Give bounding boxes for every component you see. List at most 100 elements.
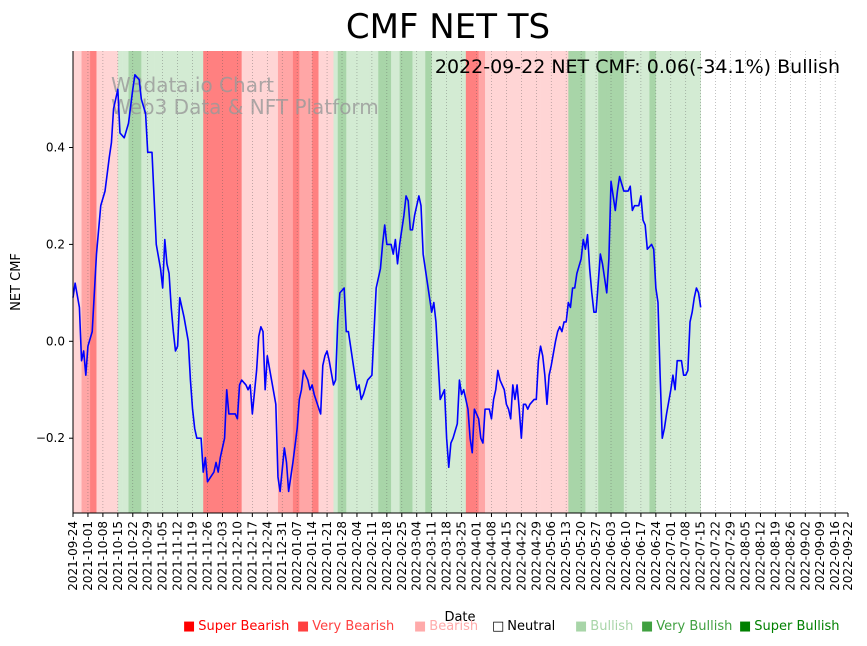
legend-swatch-icon: □: [492, 619, 505, 634]
band-bullish: [346, 51, 371, 513]
x-tick-label: 2022-02-04: [350, 521, 364, 591]
x-tick-label: 2022-05-06: [544, 521, 558, 591]
band-bullish: [369, 51, 379, 513]
x-tick-label: 2022-07-01: [664, 521, 678, 591]
legend-item-very-bearish: ■ Very Bearish: [297, 619, 394, 634]
y-tick-label: 0.0: [46, 334, 65, 348]
band-very-bullish: [606, 51, 625, 513]
x-tick-label: 2022-08-19: [768, 521, 782, 591]
x-tick-label: 2021-09-24: [66, 521, 80, 591]
x-tick-label: 2021-12-31: [275, 521, 289, 591]
band-very-bearish: [478, 51, 486, 513]
x-tick-label: 2021-10-08: [96, 521, 110, 591]
x-tick-label: 2022-05-20: [574, 521, 588, 591]
legend: ■ Super Bearish ■ Very Bearish ■ Bearish □ Neut…: [0, 619, 867, 641]
x-tick-label: 2022-08-05: [739, 521, 753, 591]
x-tick-label: 2021-12-24: [260, 521, 274, 591]
x-tick-label: 2021-12-03: [215, 521, 229, 591]
x-tick-label: 2021-10-29: [141, 521, 155, 591]
x-tick-label: 2022-07-22: [709, 521, 723, 591]
x-tick-label: 2022-07-29: [724, 521, 738, 591]
x-tick-label: 2022-06-24: [649, 521, 663, 591]
x-tick-label: 2021-11-19: [186, 521, 200, 591]
band-bullish: [585, 51, 599, 513]
band-bearish: [485, 51, 537, 513]
x-tick-label: 2022-06-03: [604, 521, 618, 591]
x-tick-label: 2022-09-02: [798, 521, 812, 591]
legend-label: Bearish: [429, 619, 479, 634]
x-tick-label: 2022-07-08: [679, 521, 693, 591]
legend-item-bullish: ■ Bullish: [575, 619, 633, 634]
band-bullish: [117, 51, 123, 513]
x-tick-label: 2022-06-17: [634, 521, 648, 591]
x-ticks: 2021-09-24 2021-10-01 2021-10-08 2021-10-15…: [66, 513, 855, 591]
band-bullish: [122, 51, 129, 513]
x-tick-label: 2022-01-28: [335, 521, 349, 591]
legend-swatch-icon: ■: [297, 619, 310, 634]
x-tick-label: 2021-10-15: [111, 521, 125, 591]
x-tick-label: 2022-01-07: [290, 521, 304, 591]
x-tick-label: 2022-08-26: [783, 521, 797, 591]
band-very-bullish: [649, 51, 657, 513]
legend-item-super-bearish: ■ Super Bearish: [183, 619, 289, 634]
latest-value-annotation: 2022-09-22 NET CMF: 0.06(-34.1%) Bullish: [435, 56, 840, 78]
x-tick-label: 2022-03-25: [455, 521, 469, 591]
x-tick-label: 2021-12-10: [230, 521, 244, 591]
legend-swatch-icon: ■: [183, 619, 196, 634]
x-tick-label: 2022-07-15: [694, 521, 708, 591]
vertical-gridlines: [72, 51, 836, 513]
legend-label: Neutral: [507, 619, 556, 634]
x-tick-label: 2022-09-22: [841, 521, 855, 591]
band-very-bearish: [299, 51, 313, 513]
band-very-bullish: [568, 51, 586, 513]
legend-item-super-bullish: ■ Super Bullish: [739, 619, 840, 634]
band-bullish: [333, 51, 339, 513]
band-very-bullish: [378, 51, 392, 513]
band-bullish: [655, 51, 701, 513]
x-tick-label: 2022-03-18: [440, 521, 454, 591]
band-bullish: [431, 51, 467, 513]
x-axis-label: Date: [444, 610, 475, 625]
x-tick-label: 2021-10-22: [126, 521, 140, 591]
watermark-line-1: W3data.io Chart: [111, 73, 274, 97]
legend-item-bearish: ■ Bearish: [414, 619, 478, 634]
x-tick-label: 2022-01-14: [305, 521, 319, 591]
y-ticks: −0.2 0.0 0.2 0.4: [36, 141, 73, 445]
band-super-bearish: [465, 51, 479, 513]
x-tick-label: 2022-01-21: [320, 521, 334, 591]
x-tick-label: 2022-02-25: [395, 521, 409, 591]
x-tick-label: 2022-04-29: [529, 521, 543, 591]
band-bearish: [73, 51, 82, 513]
x-tick-label: 2022-04-22: [514, 521, 528, 591]
x-tick-label: 2022-03-04: [410, 521, 424, 591]
band-very-bullish: [598, 51, 608, 513]
band-bearish: [536, 51, 541, 513]
x-tick-label: 2022-04-15: [499, 521, 513, 591]
legend-item-very-bullish: ■ Very Bullish: [641, 619, 732, 634]
legend-swatch-icon: ■: [641, 619, 654, 634]
band-super-bearish: [312, 51, 319, 513]
chart-title: CMF NET TS: [346, 7, 550, 47]
band-very-bearish: [277, 51, 294, 513]
x-tick-label: 2021-12-17: [245, 521, 259, 591]
legend-label: Very Bearish: [312, 619, 395, 634]
legend-item-neutral: □ Neutral: [492, 619, 555, 634]
watermark: W3data.io Chart Web3 Data & NFT Platform: [111, 73, 379, 119]
legend-swatch-icon: ■: [739, 619, 752, 634]
x-tick-label: 2022-02-11: [365, 521, 379, 591]
band-bearish: [96, 51, 119, 513]
band-very-bullish: [128, 51, 142, 513]
x-tick-label: 2022-09-09: [813, 521, 827, 591]
band-bearish: [318, 51, 334, 513]
band-bearish: [241, 51, 279, 513]
legend-swatch-icon: ■: [414, 619, 427, 634]
band-super-bearish: [90, 51, 97, 513]
y-tick-label: 0.4: [46, 141, 65, 155]
net-cmf-line: [72, 74, 702, 493]
y-tick-label: 0.2: [46, 237, 65, 251]
watermark-line-2: Web3 Data & NFT Platform: [111, 95, 379, 119]
x-tick-label: 2022-09-16: [828, 521, 842, 591]
x-tick-label: 2022-05-13: [559, 521, 573, 591]
legend-label: Super Bullish: [754, 619, 840, 634]
x-tick-label: 2022-03-11: [425, 521, 439, 591]
